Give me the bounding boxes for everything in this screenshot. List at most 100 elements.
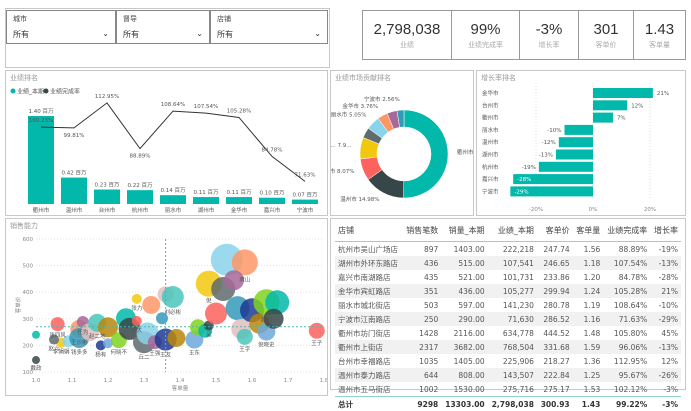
column-header[interactable]: 销量_本期 — [441, 219, 487, 242]
table-cell: 1.59 — [573, 340, 604, 354]
kpi-completion: 99%业绩完成率 — [451, 10, 520, 60]
data-label: 0.11 百万 — [194, 189, 219, 196]
bar — [160, 195, 186, 204]
bubble — [132, 294, 142, 304]
bar — [94, 190, 120, 204]
table-cell: 杭州市吴山广场店 — [335, 242, 402, 257]
table-cell: 宁波市江南路店 — [335, 312, 402, 326]
column-header[interactable]: 销售笔数 — [402, 219, 441, 242]
table-cell: 808.00 — [441, 368, 487, 382]
x-tick-label: 1.3 — [140, 378, 149, 384]
bar — [259, 198, 285, 204]
table-cell: 250 — [402, 312, 441, 326]
x-tick-label: 1.4 — [176, 378, 185, 384]
y-tick-label: 宁波市 — [482, 187, 499, 195]
bubble — [32, 331, 40, 339]
data-label: 0.11 百万 — [227, 189, 252, 196]
table-cell: 1.20 — [573, 270, 604, 284]
table-cell: -10% — [650, 298, 681, 312]
column-header[interactable]: 客单价 — [537, 219, 573, 242]
x-tick-label: 丽水市 — [165, 206, 182, 214]
bubble-label: 赵六 — [48, 345, 60, 353]
slice-label: 衢州市 50.15% — [457, 148, 473, 156]
kpi-growth: -3%增长率 — [519, 10, 579, 60]
chevron-down-icon: ⌄ — [102, 29, 109, 40]
table-cell: 331.68 — [537, 340, 573, 354]
kpi-label: 客单量 — [634, 40, 685, 50]
bubble-label: 倪晓史 — [258, 341, 275, 349]
store-slicer[interactable]: 店铺所有⌄ — [210, 10, 328, 44]
column-header[interactable]: 店铺 — [335, 219, 402, 242]
table-cell: 225,906 — [488, 354, 537, 368]
bar — [593, 100, 627, 110]
city-slicer[interactable]: 城市所有⌄ — [6, 10, 116, 44]
table-cell: 湖州市外环东路店 — [335, 256, 402, 270]
x-tick-label: 金华市 — [231, 206, 248, 214]
x-tick-label: 宁波市 — [297, 206, 314, 214]
bubble-label: 龚山 — [239, 275, 250, 283]
y-tick-label: 金华市 — [482, 89, 499, 97]
table-cell: 2,798,038 — [488, 397, 537, 411]
table-cell: 233.86 — [537, 270, 573, 284]
table-cell: 515.00 — [441, 256, 487, 270]
column-header[interactable]: 增长率 — [650, 219, 681, 242]
kpi-label: 业绩完成率 — [452, 40, 519, 50]
line-data-label: 71.63% — [295, 172, 316, 178]
y-tick-label: 湖州市 — [482, 151, 499, 159]
bar — [292, 200, 318, 204]
table-cell: 300.93 — [537, 397, 573, 411]
bar — [193, 197, 219, 204]
table-cell: 嘉兴市南湖路店 — [335, 270, 402, 284]
slicer-value: 所有 — [123, 29, 139, 40]
x-tick-label: 1.5 — [212, 378, 221, 384]
supervisor-slicer[interactable]: 督导所有⌄ — [116, 10, 210, 44]
kpi-label: 增长率 — [520, 40, 578, 50]
data-label: 12% — [631, 103, 643, 109]
x-tick-label: 杭州市 — [132, 206, 149, 214]
table-cell: 84.78% — [603, 270, 650, 284]
bar — [565, 125, 594, 135]
table-cell: 105.28% — [603, 284, 650, 298]
table-cell: 3682.00 — [441, 340, 487, 354]
data-label: -28% — [517, 177, 531, 183]
table-cell: 143,507 — [488, 368, 537, 382]
x-tick-label: -20% — [529, 207, 543, 213]
data-label: -29% — [514, 189, 528, 195]
y-tick-label: 嘉兴市 — [482, 175, 499, 183]
line-data-label: 100.23% — [29, 118, 53, 124]
bar — [28, 116, 54, 204]
column-header[interactable]: 业绩_本期 — [488, 219, 537, 242]
table-cell: -19% — [650, 242, 681, 257]
data-label: 7% — [617, 116, 626, 122]
data-label: 21% — [657, 91, 669, 97]
bubble-label: 王东 — [189, 349, 201, 357]
chart-title: 增长率排名 — [481, 73, 516, 83]
table-cell: 897 — [402, 242, 441, 257]
table-cell: 290.00 — [441, 312, 487, 326]
column-header[interactable]: 业绩完成率 — [603, 219, 650, 242]
bubble — [51, 317, 65, 331]
line-data-label: 88.89% — [130, 154, 151, 160]
column-header[interactable]: 客单量 — [573, 219, 604, 242]
table-cell: 温州市泰力路店 — [335, 368, 402, 382]
table-cell: 45% — [650, 326, 681, 340]
data-label: 1.40 百万 — [29, 108, 54, 115]
table-cell: 96.06% — [603, 340, 650, 354]
table-cell: 1035 — [402, 354, 441, 368]
y-tick-label: 600 — [23, 237, 34, 243]
